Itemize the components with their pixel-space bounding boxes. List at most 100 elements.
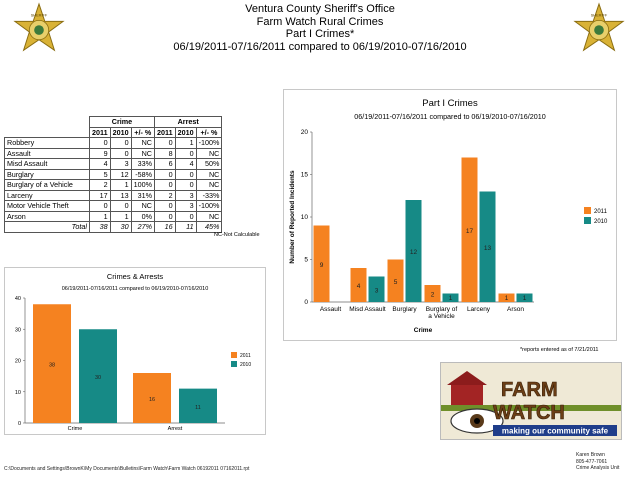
bar-2010 xyxy=(479,191,496,302)
chart-title: Crimes & Arrests xyxy=(107,272,164,281)
total-cell: 27% xyxy=(130,221,155,233)
svg-text:FARM: FARM xyxy=(501,379,558,401)
data-label: 11 xyxy=(195,405,201,411)
y-tick-label: 20 xyxy=(15,359,21,365)
table-row: Misd Assault 4 3 33% 6 4 50% xyxy=(4,158,223,170)
table-cell: 3 xyxy=(109,158,132,170)
table-cell: -100% xyxy=(195,200,223,212)
table-cell: 13 xyxy=(109,189,132,201)
table-cell: 6 xyxy=(153,158,176,170)
table-cell: 0 xyxy=(109,137,132,149)
part1-crimes-chart: Part I Crimes 06/19/2011-07/16/2011 compa… xyxy=(289,98,608,334)
table-group-header-row: Crime Arrest xyxy=(5,116,223,128)
column-header: 2010 xyxy=(109,126,132,138)
svg-text:SHERIFF: SHERIFF xyxy=(31,14,48,18)
table-cell: 1 xyxy=(174,137,197,149)
group-header: Arrest xyxy=(153,116,223,128)
crime-arrest-table: Crime Arrest 2011 2010 +/- % 2011 2010 +/- % Rob… xyxy=(4,116,223,233)
table-cell: 0 xyxy=(89,200,111,212)
table-cell: -33% xyxy=(195,189,223,201)
bar-2010 xyxy=(442,293,459,302)
table-row: Assault 9 0 NC 8 0 NC xyxy=(4,147,223,159)
table-corner xyxy=(5,127,90,138)
column-header: 2010 xyxy=(174,126,197,138)
table-cell: NC xyxy=(195,147,223,159)
legend-swatch xyxy=(231,361,237,367)
row-label: Assault xyxy=(4,147,90,159)
table-cell: 1 xyxy=(109,210,132,222)
contact-unit: Crime Analysis Unit xyxy=(576,465,620,471)
column-header: +/- % xyxy=(130,126,155,138)
total-cell: 11 xyxy=(174,221,197,233)
table-cell: 17 xyxy=(89,189,111,201)
table-row: Burglary of a Vehicle 2 1 100% 0 0 NC xyxy=(4,179,223,191)
x-tick-label: Larceny xyxy=(467,306,491,313)
table-cell: 8 xyxy=(153,147,176,159)
legend-label: 2011 xyxy=(240,353,251,359)
legend-label: 2011 xyxy=(594,209,608,215)
table-cell: 2 xyxy=(89,179,111,191)
table-cell: 0 xyxy=(153,179,176,191)
y-tick-label: 10 xyxy=(15,390,21,396)
table-sub-header-row: 2011 2010 +/- % 2011 2010 +/- % xyxy=(5,126,223,138)
table-row: Robbery 0 0 NC 0 1 -100% xyxy=(4,137,223,149)
data-label: 12 xyxy=(410,249,418,256)
table-cell: NC xyxy=(130,200,155,212)
table-cell: 50% xyxy=(195,158,223,170)
bar-2011 xyxy=(350,268,367,302)
table-cell: 0 xyxy=(89,137,111,149)
table-cell: 0 xyxy=(109,147,132,159)
y-axis-label: Number of Reported Incidents xyxy=(289,170,296,264)
y-tick-label: 30 xyxy=(15,327,21,333)
data-label: 1 xyxy=(523,295,527,302)
y-tick-label: 5 xyxy=(304,257,308,264)
bar-2010 xyxy=(405,200,422,302)
group-header: Crime xyxy=(89,116,155,128)
total-cell: 30 xyxy=(109,221,132,233)
y-tick-label: 0 xyxy=(18,421,21,427)
table-cell: 3 xyxy=(174,200,197,212)
table-cell: 1 xyxy=(109,179,132,191)
total-label: Total xyxy=(4,221,90,233)
data-label: 38 xyxy=(49,363,55,369)
bar-2010 xyxy=(79,329,117,423)
x-tick-label: Crime xyxy=(68,426,83,432)
legend-label: 2010 xyxy=(240,362,251,368)
x-tick-label: Assault xyxy=(320,306,342,313)
part1-crimes-chart-panel: Part I Crimes 06/19/2011-07/16/2011 compa… xyxy=(283,89,617,341)
x-tick-label: Misd Assault xyxy=(349,306,386,313)
legend-swatch xyxy=(584,217,591,224)
data-label: 30 xyxy=(95,375,101,381)
table-cell: 0 xyxy=(153,200,176,212)
table-cell: 0 xyxy=(109,200,132,212)
bar-2010 xyxy=(368,276,385,302)
data-label: 1 xyxy=(505,295,509,302)
row-label: Motor Vehicle Theft xyxy=(4,200,90,212)
row-label: Larceny xyxy=(4,189,90,201)
table-cell: 0 xyxy=(153,168,176,180)
table-cell: -100% xyxy=(195,137,223,149)
date-range: 06/19/2011-07/16/2011 compared to 06/19/… xyxy=(173,40,467,53)
table-cell: -58% xyxy=(130,168,155,180)
data-label: 1 xyxy=(449,295,453,302)
reports-note: *reports entered as of 7/21/2011 xyxy=(520,347,599,353)
y-tick-label: 15 xyxy=(301,172,309,179)
table-cell: 0 xyxy=(174,168,197,180)
table-cell: 0 xyxy=(174,179,197,191)
table-cell: 1 xyxy=(89,210,111,222)
bar-2011 xyxy=(461,157,478,302)
bar-2011 xyxy=(313,225,330,302)
nc-note: NC-Not Calculable xyxy=(214,232,260,238)
y-tick-label: 40 xyxy=(15,296,21,302)
table-cell: 0 xyxy=(153,137,176,149)
data-label: 17 xyxy=(466,228,474,235)
table-cell: 3 xyxy=(174,189,197,201)
table-total-row: Total 38 30 27% 16 11 45% xyxy=(4,221,223,233)
table-cell: 4 xyxy=(89,158,111,170)
table-corner xyxy=(5,117,90,128)
table-cell: NC xyxy=(195,179,223,191)
total-cell: 38 xyxy=(89,221,111,233)
row-label: Misd Assault xyxy=(4,158,90,170)
svg-text:WATCH: WATCH xyxy=(493,402,565,424)
table-cell: 100% xyxy=(130,179,155,191)
